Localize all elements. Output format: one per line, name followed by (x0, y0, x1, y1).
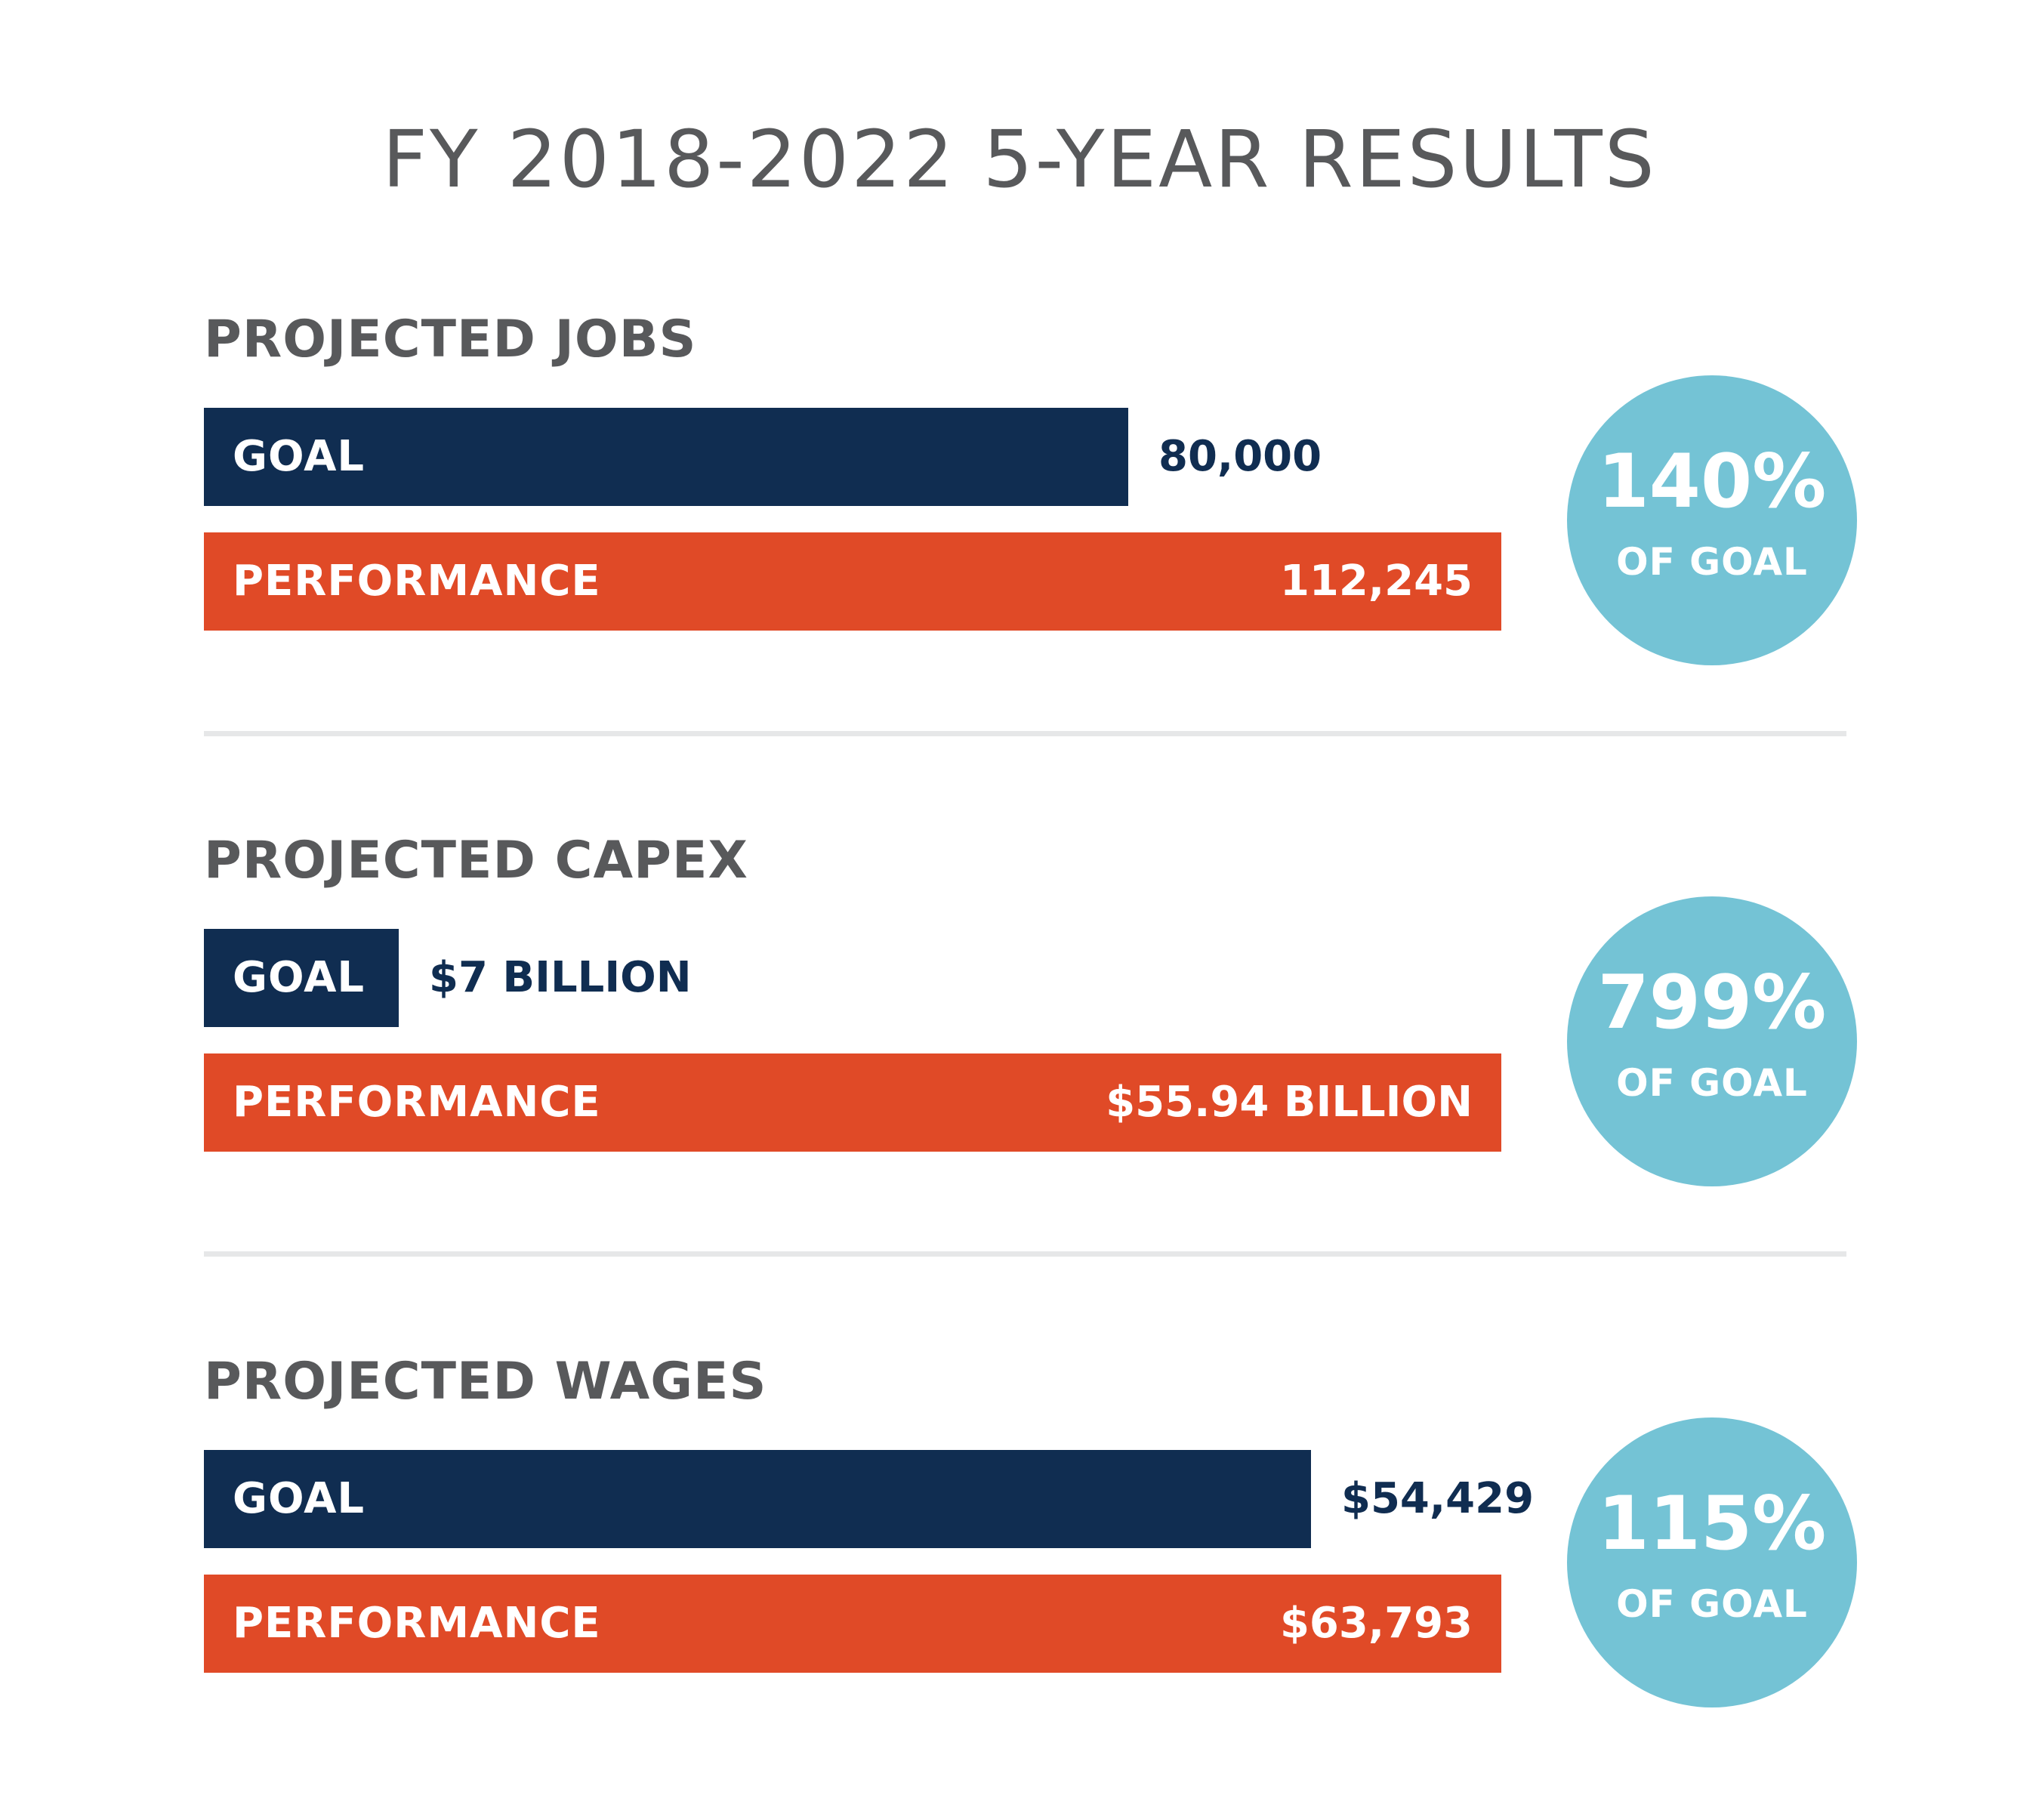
goal-bar: GOAL (204, 1450, 1311, 1548)
percent-of-goal-badge: 140% OF GOAL (1567, 375, 1857, 665)
section-projected-wages: PROJECTED WAGES GOAL $54,429 PERFORMANCE… (204, 1352, 1857, 1820)
goal-value: $54,429 (1341, 1474, 1535, 1523)
percent-of-goal-caption: OF GOAL (1616, 1061, 1808, 1105)
performance-value: $55.94 BILLION (1106, 1078, 1473, 1127)
percent-of-goal-value: 799% (1597, 960, 1827, 1046)
percent-of-goal-badge: 115% OF GOAL (1567, 1417, 1857, 1707)
performance-value: 112,245 (1279, 557, 1473, 606)
section-heading: PROJECTED CAPEX (204, 831, 748, 890)
percent-of-goal-value: 140% (1597, 439, 1827, 525)
section-divider (204, 731, 1846, 736)
percent-of-goal-badge: 799% OF GOAL (1567, 896, 1857, 1186)
performance-bar: PERFORMANCE 112,245 (204, 532, 1501, 631)
section-heading: PROJECTED WAGES (204, 1352, 767, 1411)
performance-label: PERFORMANCE (233, 557, 601, 606)
performance-value: $63,793 (1279, 1599, 1473, 1648)
performance-label: PERFORMANCE (233, 1078, 601, 1127)
goal-label: GOAL (233, 1474, 366, 1523)
goal-bar: GOAL (204, 408, 1128, 506)
goal-value: $7 BILLION (429, 953, 692, 1002)
section-divider (204, 1251, 1846, 1257)
percent-of-goal-caption: OF GOAL (1616, 1582, 1808, 1626)
performance-bar: PERFORMANCE $55.94 BILLION (204, 1053, 1501, 1152)
section-projected-jobs: PROJECTED JOBS GOAL 80,000 PERFORMANCE 1… (204, 310, 1857, 778)
performance-bar: PERFORMANCE $63,793 (204, 1575, 1501, 1673)
performance-label: PERFORMANCE (233, 1599, 601, 1648)
goal-bar: GOAL (204, 929, 399, 1027)
percent-of-goal-caption: OF GOAL (1616, 540, 1808, 584)
goal-label: GOAL (233, 432, 366, 481)
section-projected-capex: PROJECTED CAPEX GOAL $7 BILLION PERFORMA… (204, 831, 1857, 1299)
goal-label: GOAL (233, 953, 366, 1002)
percent-of-goal-value: 115% (1597, 1481, 1827, 1567)
page-title: FY 2018-2022 5-YEAR RESULTS (382, 113, 1657, 205)
goal-value: 80,000 (1158, 432, 1322, 481)
section-heading: PROJECTED JOBS (204, 310, 697, 369)
